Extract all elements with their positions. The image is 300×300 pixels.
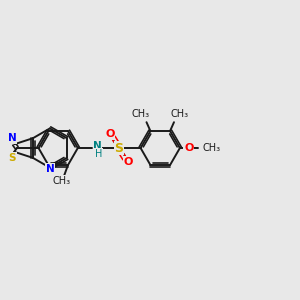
Text: O: O xyxy=(184,143,194,153)
Text: CH₃: CH₃ xyxy=(171,110,189,119)
Text: CH₃: CH₃ xyxy=(202,143,220,153)
Text: CH₃: CH₃ xyxy=(52,176,70,186)
Text: O: O xyxy=(106,129,115,139)
Text: S: S xyxy=(8,153,16,163)
Text: CH₃: CH₃ xyxy=(131,110,150,119)
Text: O: O xyxy=(123,157,133,167)
Text: N: N xyxy=(93,141,102,151)
Text: N: N xyxy=(8,134,16,143)
Text: S: S xyxy=(115,142,124,154)
Text: H: H xyxy=(95,149,102,159)
Text: N: N xyxy=(46,164,54,174)
